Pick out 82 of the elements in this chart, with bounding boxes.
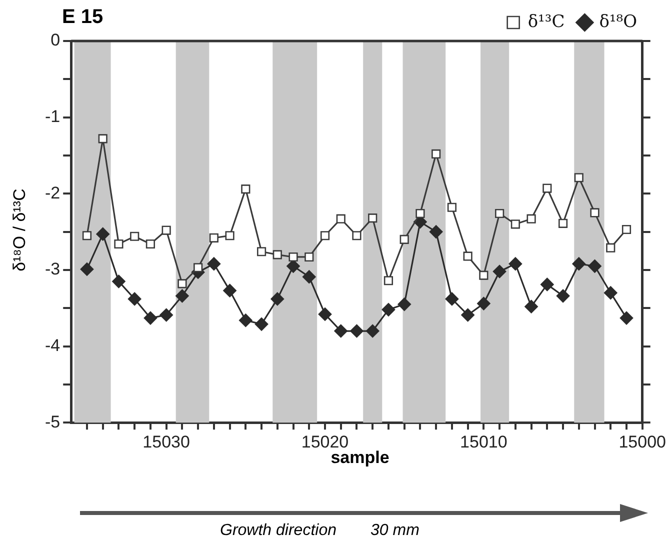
point bbox=[368, 214, 378, 223]
point bbox=[162, 226, 171, 235]
x-tick-label: 15010 bbox=[460, 432, 508, 452]
point bbox=[384, 276, 394, 286]
point bbox=[288, 252, 298, 262]
text: 30 mm bbox=[370, 522, 420, 539]
x-tick-label: 15030 bbox=[142, 432, 190, 452]
point bbox=[96, 227, 110, 241]
point bbox=[445, 292, 459, 306]
point bbox=[524, 300, 538, 314]
chart-title: E 15 bbox=[62, 6, 104, 29]
point bbox=[447, 202, 456, 212]
point bbox=[241, 184, 250, 194]
point bbox=[225, 231, 234, 240]
point bbox=[526, 214, 536, 224]
y-tick-label: -1 bbox=[44, 107, 60, 126]
point bbox=[114, 239, 124, 249]
x-tick-label: 15000 bbox=[618, 432, 666, 452]
point bbox=[350, 324, 364, 338]
point bbox=[160, 308, 173, 322]
point bbox=[254, 317, 268, 331]
point bbox=[495, 208, 504, 218]
y-tick-label: -4 bbox=[44, 336, 60, 355]
point bbox=[207, 257, 221, 271]
point bbox=[572, 257, 586, 271]
point bbox=[239, 314, 252, 327]
point bbox=[98, 134, 108, 144]
point bbox=[176, 289, 189, 303]
point bbox=[606, 243, 616, 252]
point bbox=[588, 259, 602, 273]
point bbox=[556, 289, 570, 303]
point bbox=[128, 292, 142, 306]
point bbox=[416, 208, 425, 218]
point bbox=[366, 324, 380, 338]
point bbox=[477, 296, 490, 310]
point bbox=[463, 252, 472, 261]
point bbox=[320, 231, 330, 240]
point bbox=[194, 263, 203, 272]
point bbox=[382, 302, 396, 316]
legend-label: δ¹³C bbox=[528, 12, 565, 32]
point bbox=[540, 278, 554, 292]
point bbox=[318, 308, 332, 321]
y-tick-label: -3 bbox=[44, 260, 60, 279]
point bbox=[590, 208, 600, 218]
point bbox=[461, 308, 474, 322]
point bbox=[270, 292, 284, 306]
point bbox=[304, 252, 314, 262]
point bbox=[178, 279, 187, 288]
point bbox=[302, 270, 316, 284]
point bbox=[146, 239, 155, 249]
point bbox=[604, 286, 618, 300]
point bbox=[209, 233, 218, 242]
point bbox=[272, 250, 282, 260]
point bbox=[334, 324, 348, 338]
y-axis-title: δ¹⁸O / δ¹³C bbox=[10, 188, 30, 272]
point bbox=[112, 274, 126, 288]
point bbox=[542, 184, 552, 193]
y-tick-label: -5 bbox=[44, 412, 60, 432]
point bbox=[429, 225, 443, 238]
point bbox=[432, 149, 441, 158]
point bbox=[223, 284, 236, 298]
point bbox=[400, 234, 409, 244]
point bbox=[398, 298, 411, 311]
point bbox=[622, 224, 632, 234]
legend-label: δ¹⁸O bbox=[599, 12, 638, 32]
point bbox=[574, 173, 584, 182]
point bbox=[82, 231, 92, 240]
point bbox=[492, 264, 506, 278]
point bbox=[510, 220, 520, 229]
point bbox=[336, 214, 346, 224]
point bbox=[144, 311, 158, 325]
text: Growth direction bbox=[220, 522, 336, 539]
point bbox=[479, 270, 488, 280]
point bbox=[620, 311, 634, 325]
point bbox=[256, 247, 266, 256]
point bbox=[558, 218, 568, 228]
point bbox=[130, 232, 140, 241]
point bbox=[352, 231, 362, 240]
y-tick-label: -2 bbox=[44, 183, 60, 202]
y-tick-label: 0 bbox=[50, 30, 60, 50]
point bbox=[508, 257, 522, 271]
point bbox=[80, 262, 94, 276]
